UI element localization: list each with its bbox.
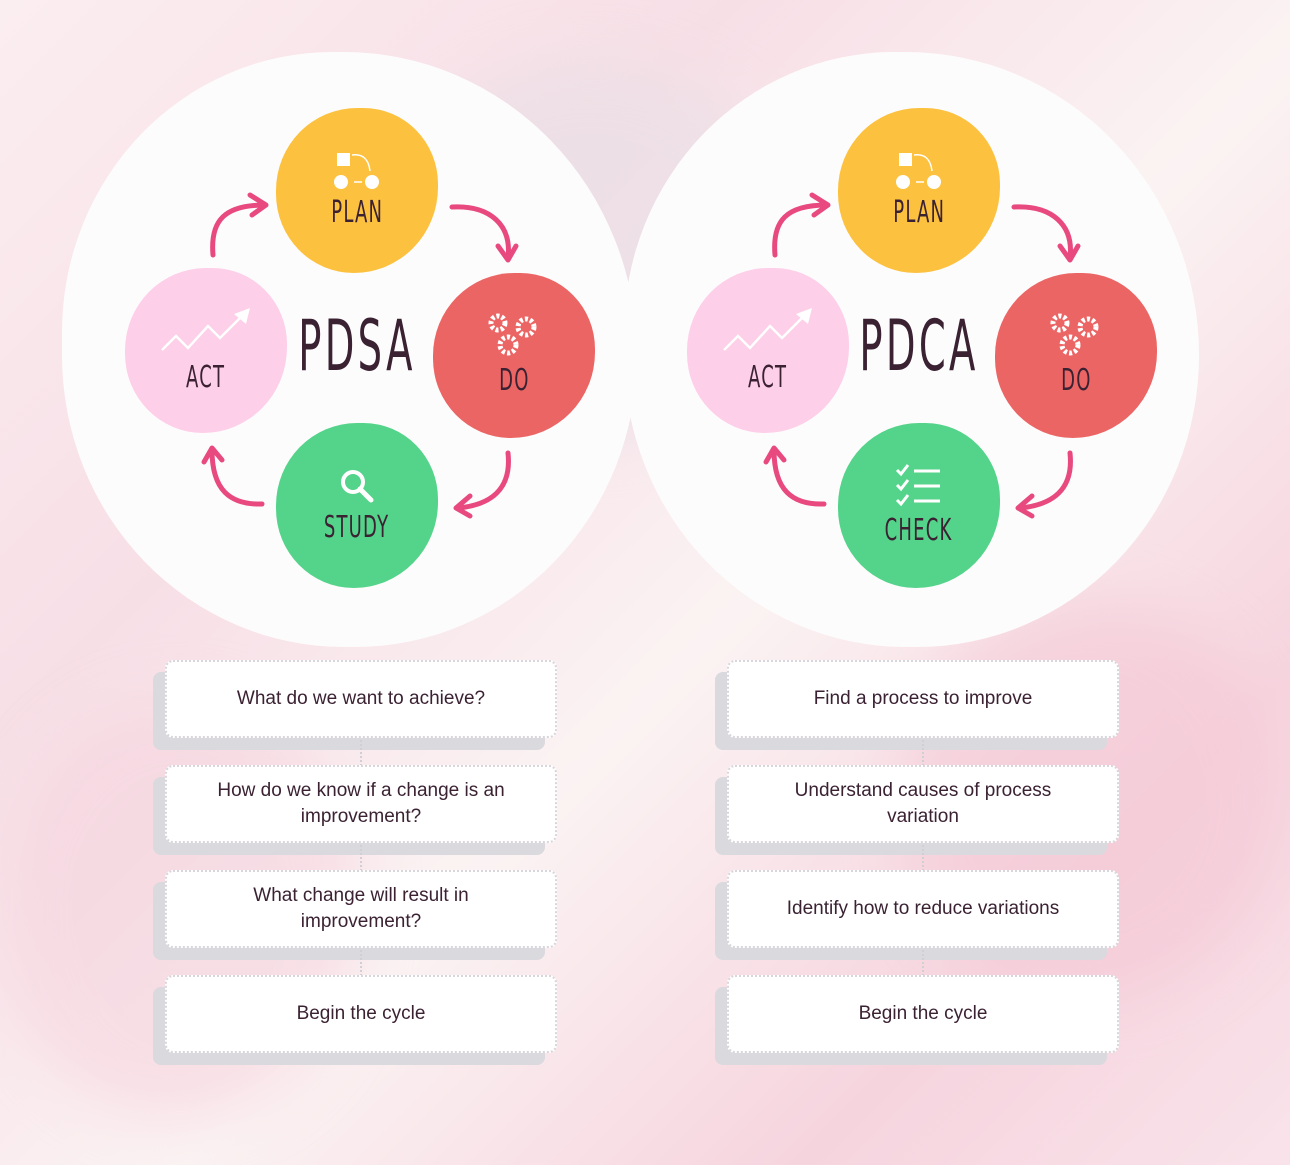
step-connector	[922, 845, 924, 871]
cycle-arrows	[201, 192, 519, 519]
arrow-do-to-third	[1015, 450, 1073, 519]
arrow-plan-to-do	[449, 204, 519, 263]
cycle-title: PDCA	[859, 305, 979, 387]
step-box: Find a process to improve	[727, 660, 1119, 738]
step-connector	[360, 950, 362, 976]
arrow-do-to-third	[453, 450, 511, 519]
cycle-title: PDSA	[298, 305, 416, 387]
act-node: ACT	[687, 268, 849, 433]
third-node: CHECK	[838, 423, 1000, 588]
arrow-act-to-plan	[210, 192, 269, 258]
checklist-icon	[895, 464, 940, 507]
step-connector	[922, 740, 924, 766]
step-box: What do we want to achieve?	[165, 660, 557, 738]
act-label: ACT	[186, 360, 226, 395]
step-box: Begin the cycle	[727, 975, 1119, 1053]
plan-node: PLAN	[276, 108, 438, 273]
step-box: How do we know if a change is an improve…	[165, 765, 557, 843]
act-label: ACT	[748, 360, 788, 395]
plan-node: PLAN	[838, 108, 1000, 273]
arrow-third-to-act	[763, 445, 827, 507]
arrow-third-to-act	[201, 445, 265, 507]
third-label: CHECK	[885, 513, 953, 548]
act-node: ACT	[125, 268, 287, 433]
arrow-plan-to-do	[1011, 204, 1081, 263]
plan-label: PLAN	[893, 195, 945, 230]
step-box: Begin the cycle	[165, 975, 557, 1053]
trend-up-arrow-icon	[161, 308, 250, 351]
step-connector	[360, 740, 362, 766]
do-label: DO	[1060, 363, 1092, 398]
do-label: DO	[498, 363, 530, 398]
plan-label: PLAN	[331, 195, 383, 230]
plan-flow-icon	[896, 153, 941, 189]
pdca-panel: PLAN DO CHECK ACT PDCA Find a process to…	[562, 0, 1199, 1165]
gears-icon	[1050, 313, 1099, 356]
magnifier-icon	[341, 470, 374, 503]
trend-up-arrow-icon	[723, 308, 812, 351]
step-box: Identify how to reduce variations	[727, 870, 1119, 948]
do-node: DO	[433, 273, 595, 438]
step-connector	[360, 845, 362, 871]
step-box: What change will result in improvement?	[165, 870, 557, 948]
gears-icon	[488, 313, 537, 356]
third-label: STUDY	[324, 510, 390, 545]
pdsa-panel: PLAN DO STUDY ACT PDSA What do we want t…	[0, 0, 637, 1165]
do-node: DO	[995, 273, 1157, 438]
step-connector	[922, 950, 924, 976]
plan-flow-icon	[334, 153, 379, 189]
arrow-act-to-plan	[772, 192, 831, 258]
cycle-arrows	[763, 192, 1081, 519]
third-node: STUDY	[276, 423, 438, 588]
step-box: Understand causes of process variation	[727, 765, 1119, 843]
